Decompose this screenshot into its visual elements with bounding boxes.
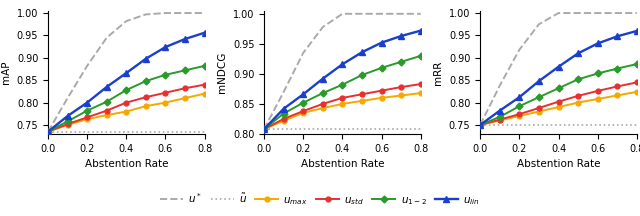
Y-axis label: mRR: mRR	[433, 60, 444, 84]
Legend: $u^*$, $\tilde{u}$, $u_{max}$, $u_{std}$, $u_{1-2}$, $u_{lin}$: $u^*$, $\tilde{u}$, $u_{max}$, $u_{std}$…	[156, 187, 484, 211]
X-axis label: Abstention Rate: Abstention Rate	[301, 159, 384, 169]
Y-axis label: mAP: mAP	[1, 61, 11, 84]
X-axis label: Abstention Rate: Abstention Rate	[84, 159, 168, 169]
X-axis label: Abstention Rate: Abstention Rate	[516, 159, 600, 169]
Y-axis label: mNDCG: mNDCG	[218, 52, 227, 93]
